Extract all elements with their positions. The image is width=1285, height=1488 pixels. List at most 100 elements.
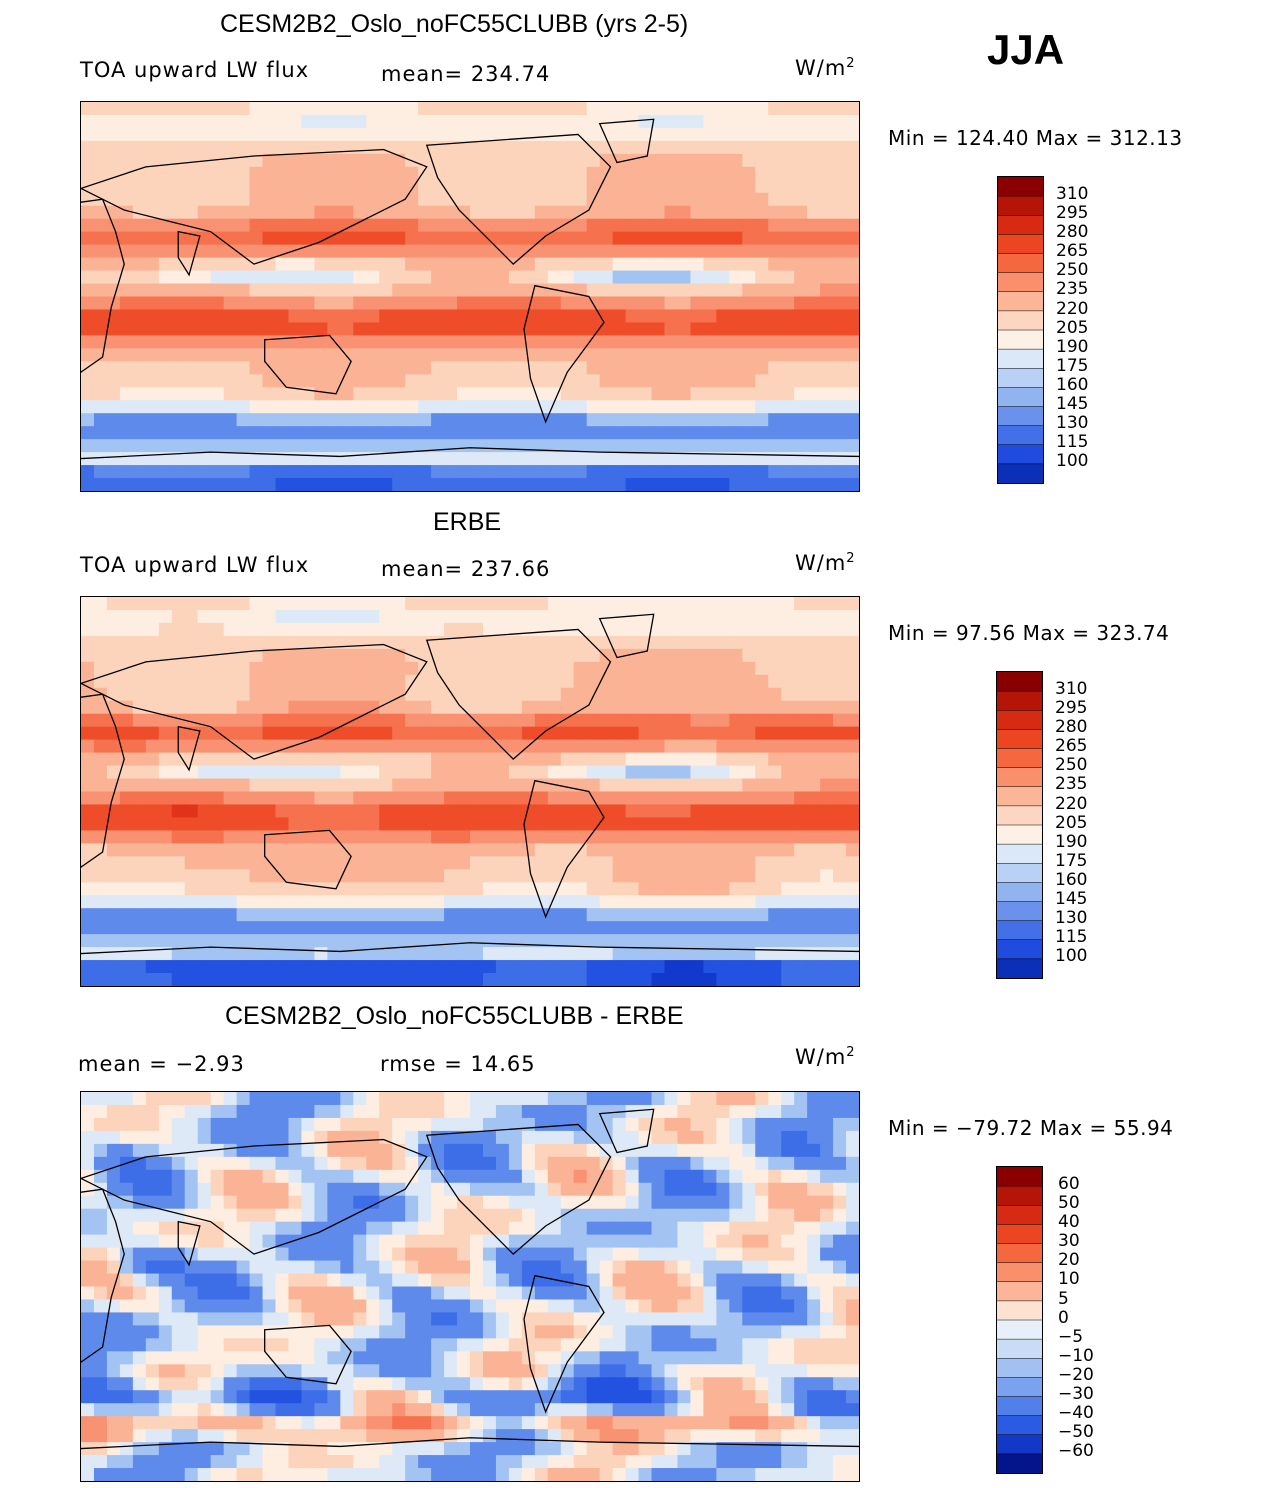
- field-cell: [444, 648, 458, 663]
- field-cell: [664, 830, 679, 845]
- field-cell: [340, 597, 354, 611]
- field-cell: [625, 1234, 640, 1249]
- field-cell: [794, 713, 808, 728]
- field-cell: [820, 283, 834, 298]
- field-cell: [431, 895, 445, 909]
- field-cell: [236, 166, 251, 181]
- field-cell: [638, 1221, 653, 1236]
- field-cell: [625, 1092, 640, 1106]
- field-cell: [184, 934, 199, 948]
- field-cell: [158, 1260, 173, 1275]
- field-cell: [314, 687, 329, 702]
- field-cell: [301, 1092, 316, 1106]
- field-cell: [755, 1195, 769, 1210]
- field-cell: [508, 387, 523, 401]
- field-cell: [353, 153, 367, 168]
- field-cell: [379, 1156, 393, 1171]
- field-cell: [547, 335, 562, 350]
- field-cell: [405, 283, 419, 298]
- field-cell: [482, 804, 497, 819]
- field-cell: [379, 609, 393, 624]
- field-cell: [677, 1325, 692, 1340]
- field-cell: [534, 1260, 549, 1275]
- field-cell: [184, 895, 199, 909]
- field-cell: [327, 452, 341, 466]
- field-cell: [729, 947, 743, 961]
- field-cell: [470, 1169, 484, 1184]
- field-cell: [651, 648, 666, 663]
- field-cell: [184, 179, 199, 194]
- field-cell: [638, 1247, 653, 1262]
- field-cell: [431, 960, 445, 974]
- field-cell: [794, 973, 808, 986]
- field-cell: [768, 1299, 782, 1314]
- field-cell: [729, 908, 743, 922]
- field-cell: [457, 726, 471, 741]
- field-cell: [846, 244, 859, 259]
- field-cell: [418, 1351, 432, 1365]
- field-cell: [392, 843, 406, 857]
- field-cell: [807, 1273, 821, 1288]
- field-cell: [275, 257, 290, 272]
- field-cell: [690, 817, 705, 832]
- field-cell: [327, 309, 341, 324]
- field-cell: [599, 439, 614, 453]
- field-cell: [288, 1195, 303, 1210]
- field-cell: [236, 869, 251, 883]
- field-cell: [236, 257, 251, 272]
- field-cell: [807, 1247, 821, 1262]
- field-cell: [249, 478, 264, 491]
- field-cell: [833, 1156, 847, 1171]
- field-cell: [586, 895, 601, 909]
- field-cell: [768, 1117, 782, 1132]
- field-cell: [807, 597, 821, 611]
- field-cell: [171, 1208, 186, 1223]
- field-cell: [508, 856, 523, 870]
- field-cell: [405, 713, 419, 728]
- field-cell: [210, 1130, 225, 1145]
- field-cell: [573, 413, 588, 427]
- field-cell: [353, 687, 367, 702]
- field-cell: [638, 843, 653, 857]
- field-cell: [223, 1104, 238, 1119]
- field-cell: [677, 648, 692, 663]
- field-cell: [807, 1156, 821, 1171]
- field-cell: [392, 635, 406, 650]
- field-cell: [158, 752, 173, 767]
- field-cell: [495, 843, 510, 857]
- field-cell: [807, 635, 821, 650]
- field-cell: [846, 1351, 859, 1365]
- field-cell: [249, 921, 264, 935]
- field-cell: [807, 348, 821, 362]
- field-cell: [599, 934, 614, 948]
- field-cell: [210, 1143, 225, 1158]
- field-cell: [495, 869, 510, 883]
- field-cell: [820, 296, 834, 311]
- field-cell: [716, 1195, 730, 1210]
- field-cell: [508, 335, 523, 350]
- field-cell: [236, 374, 251, 388]
- field-cell: [612, 387, 627, 401]
- field-cell: [846, 726, 859, 741]
- field-cell: [145, 635, 160, 650]
- field-cell: [716, 934, 730, 948]
- field-cell: [716, 687, 730, 702]
- field-cell: [690, 205, 705, 220]
- field-cell: [651, 192, 666, 207]
- field-cell: [521, 1195, 536, 1210]
- field-cell: [833, 166, 847, 181]
- field-cell: [781, 1104, 795, 1119]
- field-cell: [197, 661, 212, 676]
- field-cell: [262, 1130, 277, 1145]
- field-cell: [833, 947, 847, 961]
- field-cell: [444, 205, 458, 220]
- field-cell: [379, 1247, 393, 1262]
- field-cell: [482, 791, 497, 806]
- field-cell: [768, 804, 782, 819]
- field-cell: [846, 713, 859, 728]
- field-cell: [586, 1351, 601, 1365]
- field-cell: [807, 102, 821, 116]
- field-cell: [119, 856, 134, 870]
- field-cell: [379, 1338, 393, 1352]
- field-cell: [833, 934, 847, 948]
